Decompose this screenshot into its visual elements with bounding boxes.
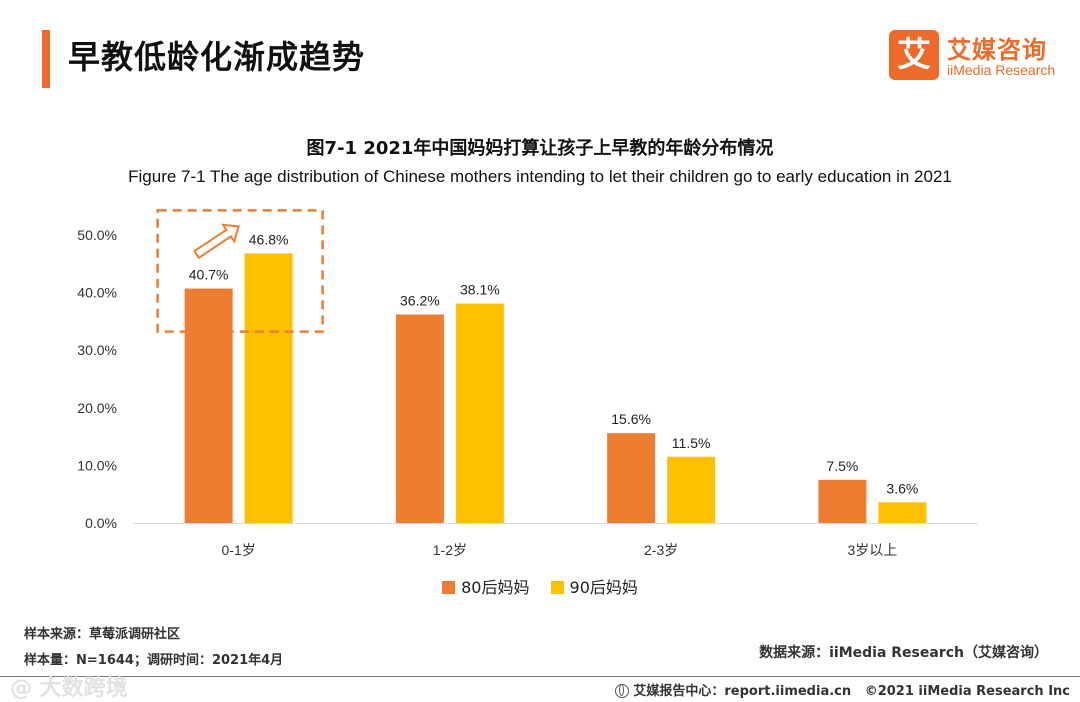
- sample-source: 样本来源：草莓派调研社区: [24, 627, 181, 642]
- legend-item-series-1: 80后妈妈: [442, 574, 529, 598]
- trend-arrow-icon: [193, 223, 240, 260]
- sample-notes: 样本来源：草莓派调研社区 样本量：N=1644；调研时间：2021年4月: [24, 622, 283, 674]
- bar: [184, 288, 233, 523]
- bar: [607, 433, 656, 523]
- sample-size: 样本量：N=1644；调研时间：2021年4月: [24, 653, 284, 668]
- bar: [395, 314, 444, 523]
- logo-text-en: iiMedia Research: [947, 62, 1056, 78]
- legend-label: 90后妈妈: [569, 578, 638, 597]
- data-label: 46.8%: [249, 231, 289, 247]
- chart-legend: 80后妈妈 90后妈妈: [0, 574, 1080, 598]
- highlight-box: [156, 209, 324, 333]
- y-tick-label: 0.0%: [85, 515, 117, 531]
- footer-divider: [0, 676, 1080, 677]
- brand-logo: 艾 艾媒咨询 iiMedia Research: [889, 30, 1064, 82]
- copyright: ©2021 iiMedia Research Inc: [864, 684, 1070, 699]
- y-tick-label: 50.0%: [77, 227, 117, 243]
- data-label: 15.6%: [611, 411, 651, 427]
- data-label: 7.5%: [826, 458, 858, 474]
- data-label: 38.1%: [460, 282, 500, 298]
- title-accent-bar: [42, 30, 50, 88]
- data-label: 36.2%: [400, 292, 440, 308]
- chart-subtitle: Figure 7-1 The age distribution of Chine…: [128, 167, 952, 186]
- data-label: 3.6%: [886, 480, 918, 496]
- logo-mark: 艾: [889, 30, 939, 80]
- logo-text-cn: 艾媒咨询: [947, 36, 1047, 64]
- watermark: @ 大数跨境: [10, 676, 128, 701]
- data-source: 数据来源：iiMedia Research（艾媒咨询）: [759, 645, 1048, 661]
- y-tick-label: 30.0%: [77, 342, 117, 358]
- legend-label: 80后妈妈: [461, 578, 530, 597]
- globe-icon: [615, 684, 630, 698]
- bar: [878, 502, 927, 523]
- bar: [244, 253, 293, 523]
- legend-item-series-2: 90后妈妈: [550, 574, 638, 598]
- chart-title: 图7-1 2021年中国妈妈打算让孩子上早教的年龄分布情况: [306, 138, 774, 159]
- bar: [818, 479, 867, 523]
- y-tick-label: 20.0%: [77, 400, 117, 416]
- bar: [667, 456, 716, 523]
- x-tick-label: 1-2岁: [433, 542, 467, 558]
- bar: [455, 303, 504, 523]
- legend-swatch: [442, 581, 456, 594]
- page-title: 早教低龄化渐成趋势: [68, 38, 366, 76]
- x-tick-label: 3岁以上: [847, 542, 897, 558]
- x-tick-label: 0-1岁: [222, 542, 256, 558]
- x-tick-label: 2-3岁: [644, 542, 678, 558]
- y-tick-label: 40.0%: [77, 285, 117, 301]
- report-center-info: 艾媒报告中心：report.iimedia.cn ©2021 iiMedia R…: [615, 680, 1070, 699]
- data-label: 11.5%: [672, 435, 711, 451]
- y-tick-label: 10.0%: [77, 457, 117, 473]
- report-center-link[interactable]: 艾媒报告中心：report.iimedia.cn: [633, 684, 852, 699]
- legend-swatch: [550, 581, 564, 594]
- data-label: 40.7%: [189, 267, 229, 283]
